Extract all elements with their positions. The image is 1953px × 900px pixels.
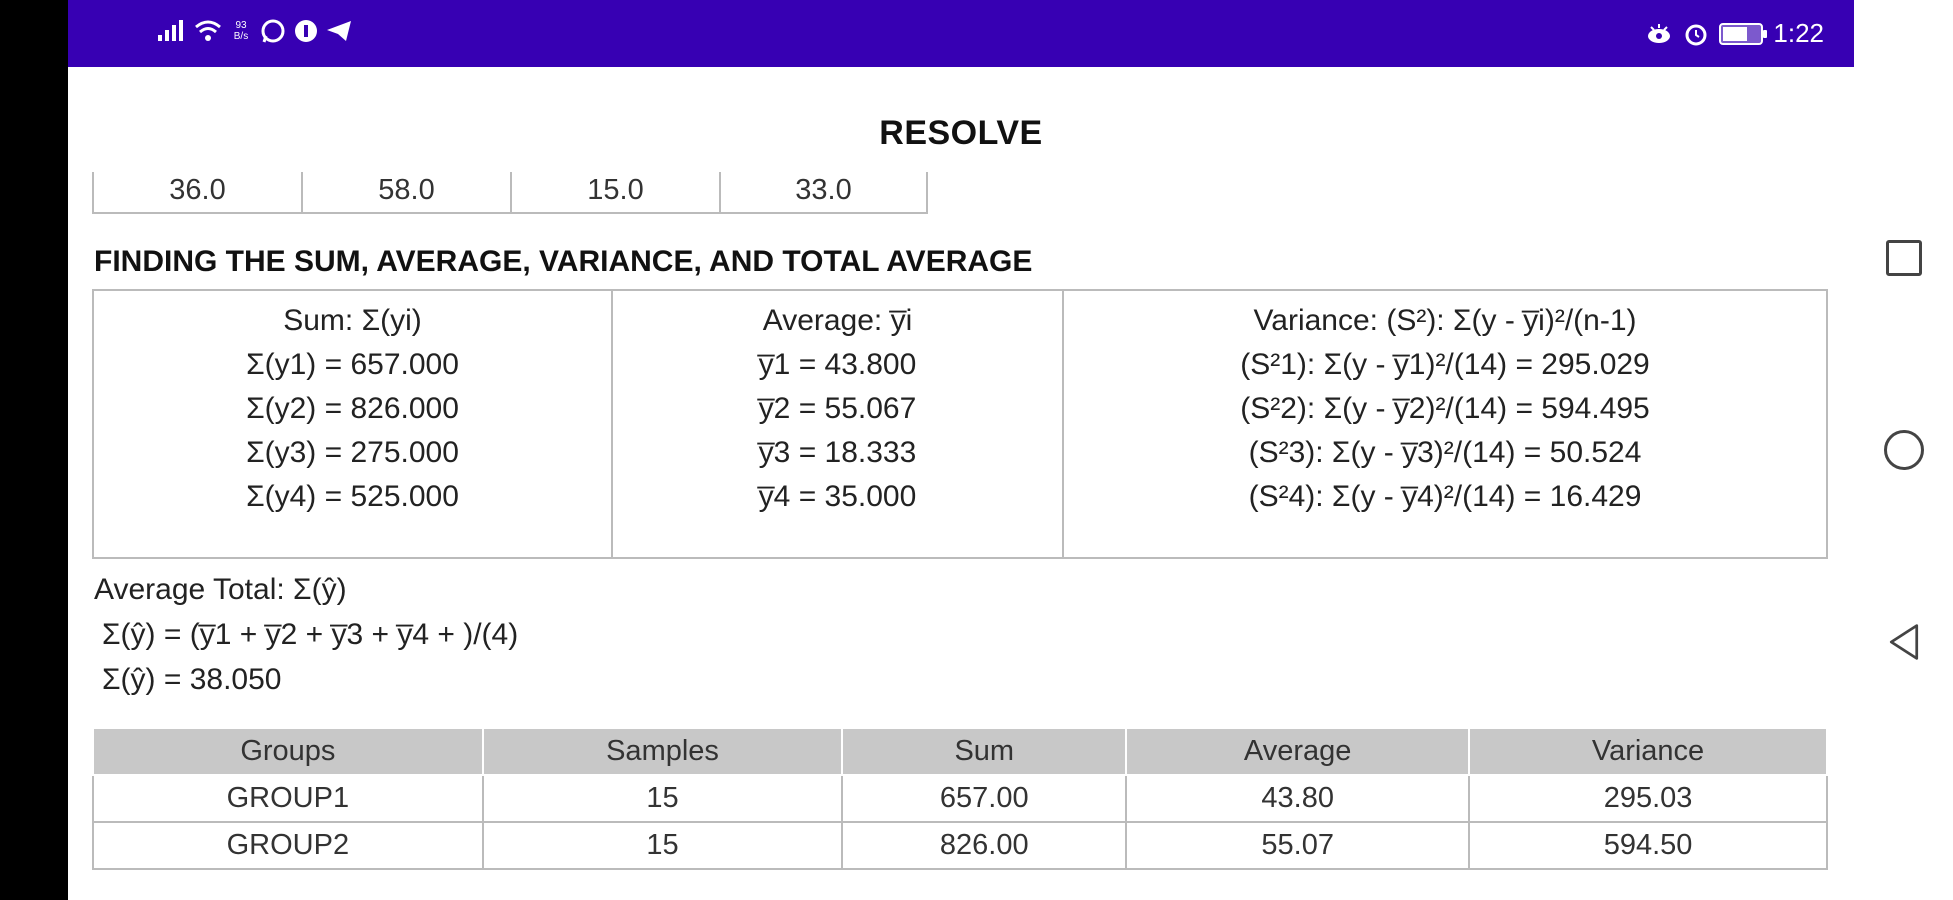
average-column: Average: y̅i y̅1 = 43.800 y̅2 = 55.067 y…: [613, 291, 1064, 557]
header-variance: Variance: [1468, 727, 1828, 776]
average-line: y̅2 = 55.067: [758, 392, 917, 425]
navigation-bar: [1854, 0, 1953, 900]
status-left-icons: 93 B/s: [156, 18, 352, 44]
battery-icon: [1719, 22, 1768, 45]
table-cell: 594.50: [1468, 821, 1828, 870]
network-speed-value: 93: [235, 20, 247, 31]
header-average: Average: [1125, 727, 1471, 776]
alarm-icon: [1685, 24, 1707, 45]
table-cell: 15.0: [510, 172, 719, 214]
summary-table: Groups Samples Sum Average Variance GROU…: [92, 727, 1828, 870]
table-cell: 58.0: [301, 172, 510, 214]
average-line: y̅4 = 35.000: [758, 480, 917, 513]
app-content[interactable]: RESOLVE 36.0 58.0 15.0 33.0 FINDING THE …: [68, 67, 1854, 900]
battery-fill: [1723, 26, 1748, 41]
network-speed-unit: B/s: [233, 31, 249, 42]
sum-line: Σ(y1) = 657.000: [246, 348, 459, 381]
status-bar: 93 B/s: [68, 0, 1854, 67]
sum-column: Sum: Σ(yi) Σ(y1) = 657.000 Σ(y2) = 826.0…: [94, 291, 613, 557]
variance-column: Variance: (S²): Σ(y - y̅i)²/(n-1) (S²1):…: [1064, 291, 1826, 557]
sum-header: Sum: Σ(yi): [283, 304, 422, 337]
telegram-icon: [327, 21, 351, 41]
variance-header: Variance: (S²): Σ(y - y̅i)²/(n-1): [1253, 304, 1637, 337]
table-cell: 15: [481, 774, 844, 823]
average-total-block: Average Total: Σ(ŷ) Σ(ŷ) = (y̅1 + y̅2 + …: [94, 567, 518, 702]
average-header: Average: y̅i: [762, 304, 913, 337]
page-title: RESOLVE: [879, 114, 1043, 152]
table-cell: GROUP2: [92, 821, 484, 870]
previous-table-row: 36.0 58.0 15.0 33.0: [92, 172, 928, 214]
table-row: GROUP1 15 657.00 43.80 295.03: [92, 774, 1828, 823]
table-row: GROUP2 15 826.00 55.07 594.50: [92, 821, 1828, 870]
average-total-formula: Σ(ŷ) = (y̅1 + y̅2 + y̅3 + y̅4 + )/(4): [102, 618, 519, 651]
network-speed: 93 B/s: [230, 20, 252, 42]
app-icon: [295, 20, 317, 42]
back-icon[interactable]: [1884, 622, 1924, 662]
whatsapp-icon: [261, 19, 285, 43]
table-cell: GROUP1: [92, 774, 484, 823]
recent-apps-icon[interactable]: [1886, 240, 1922, 276]
status-time: 1:22: [1773, 18, 1824, 48]
average-total-label: Average Total: Σ(ŷ): [94, 573, 347, 606]
sum-line: Σ(y2) = 826.000: [246, 392, 459, 425]
header-sum: Sum: [841, 727, 1128, 776]
table-cell: 36.0: [92, 172, 301, 214]
wifi-icon: [195, 20, 221, 41]
eye-comfort-icon: [1648, 23, 1671, 43]
status-right-icons: 1:22: [1645, 18, 1824, 49]
table-cell: 55.07: [1125, 821, 1471, 870]
variance-line: (S²3): Σ(y - y̅3)²/(14) = 50.524: [1248, 436, 1642, 469]
sum-line: Σ(y3) = 275.000: [246, 436, 459, 469]
average-total-result: Σ(ŷ) = 38.050: [102, 663, 282, 696]
stats-table: Sum: Σ(yi) Σ(y1) = 657.000 Σ(y2) = 826.0…: [92, 289, 1828, 559]
table-cell: 15: [481, 821, 844, 870]
average-line: y̅3 = 18.333: [758, 436, 917, 469]
header-samples: Samples: [481, 727, 844, 776]
table-cell: 33.0: [719, 172, 928, 214]
variance-line: (S²4): Σ(y - y̅4)²/(14) = 16.429: [1248, 480, 1642, 513]
variance-line: (S²2): Σ(y - y̅2)²/(14) = 594.495: [1240, 392, 1650, 425]
average-line: y̅1 = 43.800: [758, 348, 917, 381]
table-header-row: Groups Samples Sum Average Variance: [92, 727, 1828, 776]
sum-line: Σ(y4) = 525.000: [246, 480, 459, 513]
section-heading: FINDING THE SUM, AVERAGE, VARIANCE, AND …: [94, 245, 1033, 278]
table-cell: 657.00: [841, 774, 1128, 823]
table-cell: 295.03: [1468, 774, 1828, 823]
screen-bezel: [0, 0, 68, 900]
table-cell: 826.00: [841, 821, 1128, 870]
home-icon[interactable]: [1884, 430, 1924, 470]
table-cell: 43.80: [1125, 774, 1471, 823]
header-groups: Groups: [92, 727, 484, 776]
signal-icon: [158, 20, 183, 41]
variance-line: (S²1): Σ(y - y̅1)²/(14) = 295.029: [1240, 348, 1650, 381]
